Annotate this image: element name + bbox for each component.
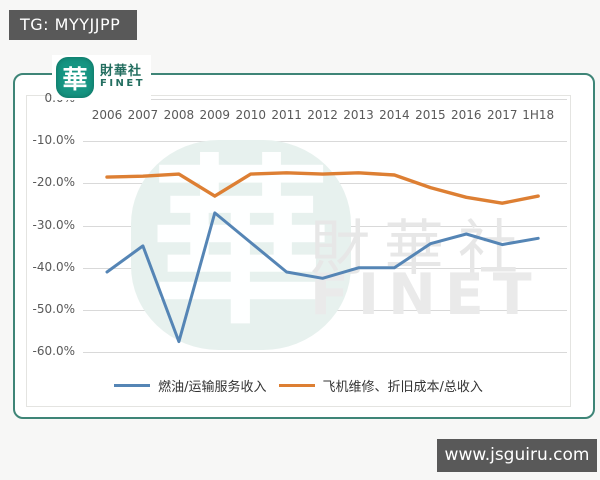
source-tag-badge: TG: MYYJJPP bbox=[9, 10, 137, 40]
y-tick-label: -30.0% bbox=[32, 217, 75, 232]
gridline bbox=[83, 141, 567, 143]
series-line-0 bbox=[105, 211, 540, 344]
x-tick-label: 2013 bbox=[343, 108, 374, 122]
legend-swatch bbox=[278, 384, 315, 387]
gridline bbox=[83, 99, 567, 100]
y-tick-label: -20.0% bbox=[32, 175, 75, 190]
finet-logo-text: 財華社 FINET bbox=[100, 57, 145, 89]
x-tick-label: 2007 bbox=[127, 108, 159, 122]
series-line-1 bbox=[105, 171, 540, 205]
legend-item: 燃油/运输服务收入 bbox=[114, 376, 267, 395]
x-tick-label: 1H18 bbox=[522, 108, 555, 122]
y-tick-label: -50.0% bbox=[32, 302, 75, 316]
watermark-text-en: FINET bbox=[310, 262, 541, 328]
legend-item: 飞机维修、折旧成本/总收入 bbox=[278, 376, 483, 395]
finet-logo-icon: 華 bbox=[56, 57, 94, 98]
x-tick-label: 2010 bbox=[235, 108, 266, 122]
x-tick-label: 2012 bbox=[307, 108, 338, 122]
x-tick-label: 2016 bbox=[451, 108, 482, 122]
x-tick-label: 2015 bbox=[415, 108, 446, 122]
chart-card: 華 財華社 FINET 0.0%-10.0%-20.0%-30.0%-40.0%… bbox=[13, 73, 595, 419]
x-tick-label: 2014 bbox=[379, 108, 410, 122]
gridline bbox=[83, 352, 567, 354]
finet-logo: 華 財華社 FINET bbox=[52, 55, 152, 100]
plot-area: 華 財華社 FINET 0.0%-10.0%-20.0%-30.0%-40.0%… bbox=[26, 91, 571, 407]
y-tick-label: -40.0% bbox=[32, 259, 75, 274]
logo-name-cn: 財華社 bbox=[100, 64, 143, 79]
legend-swatch bbox=[114, 384, 151, 387]
y-tick-label: -60.0% bbox=[32, 344, 75, 359]
site-url-badge: www.jsguiru.com bbox=[437, 439, 597, 472]
line-series bbox=[105, 171, 540, 344]
legend: 燃油/运输服务收入 飞机维修、折旧成本/总收入 bbox=[27, 376, 570, 395]
x-tick-label: 2017 bbox=[486, 108, 518, 122]
watermark-glyph: 華 bbox=[150, 140, 331, 349]
logo-name-en: FINET bbox=[100, 78, 146, 89]
legend-label: 燃油/运输服务收入 bbox=[158, 380, 267, 395]
y-tick-label: -10.0% bbox=[32, 133, 75, 148]
finet-logo-glyph: 華 bbox=[62, 64, 88, 94]
x-tick-label: 2009 bbox=[199, 108, 231, 122]
legend-label: 飞机维修、折旧成本/总收入 bbox=[322, 380, 483, 395]
x-tick-label: 2011 bbox=[271, 108, 302, 122]
x-tick-label: 2008 bbox=[163, 108, 195, 122]
x-tick-label: 2006 bbox=[91, 108, 123, 122]
